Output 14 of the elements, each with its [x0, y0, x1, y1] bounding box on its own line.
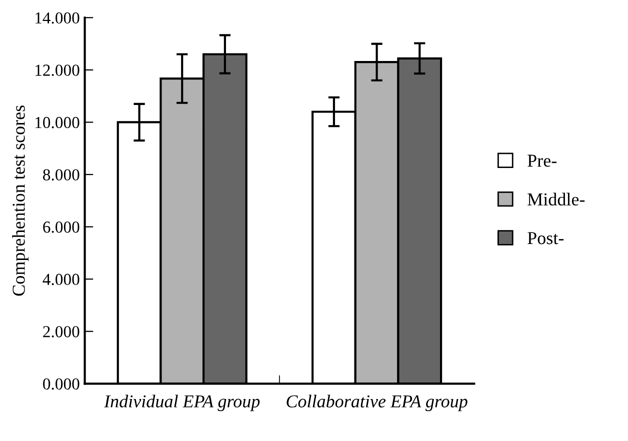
- x-tick-label: Individual EPA group: [104, 394, 260, 412]
- y-tick-label: 0.000: [43, 378, 80, 390]
- y-tick-label: 2.000: [43, 326, 80, 338]
- y-axis-title: Comprehention test scores: [12, 106, 29, 296]
- y-tick-label: 4.000: [42, 274, 80, 286]
- y-tick-label: 6.000: [43, 222, 80, 233]
- y-tick-label: 14.000: [36, 12, 80, 24]
- legend-label: Middle-: [528, 192, 585, 206]
- legend-label: Post-: [528, 232, 564, 244]
- y-tick-label: 12.000: [36, 64, 80, 76]
- x-tick-label: Collaborative EPA group: [286, 394, 468, 412]
- y-tick-label: 8.000: [43, 169, 80, 181]
- legend-label: Pre-: [528, 154, 556, 167]
- y-tick-label: 10.000: [36, 116, 80, 128]
